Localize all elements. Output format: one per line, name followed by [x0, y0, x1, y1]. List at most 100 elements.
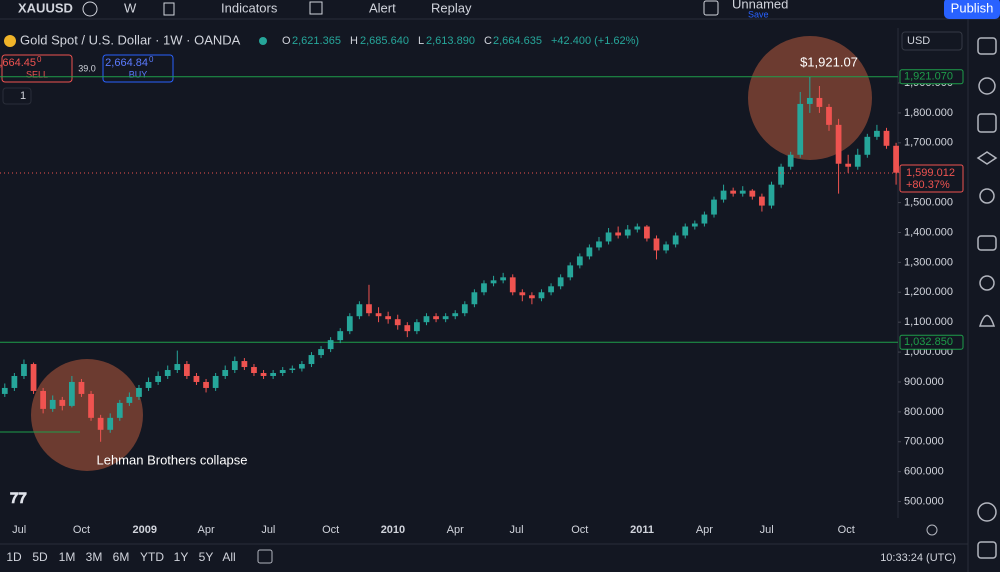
add-symbol[interactable]	[82, 1, 98, 17]
bulb-icon[interactable]	[979, 275, 995, 291]
range-button[interactable]: 6M	[113, 550, 130, 564]
last-price-tag	[899, 164, 964, 193]
clock: 10:33:24 (UTC)	[880, 552, 956, 564]
y-tick-label: 900.000	[904, 376, 944, 388]
clock-icon[interactable]	[978, 77, 996, 95]
last-change-label: +80.37%	[906, 179, 950, 191]
candle-body	[40, 390, 47, 409]
range-button[interactable]: All	[222, 550, 235, 564]
sell-price[interactable]: 2,664.45	[0, 57, 36, 69]
sell-label[interactable]: SELL	[26, 69, 48, 79]
change: +42.400 (+1.62%)	[551, 35, 639, 47]
candle-body	[433, 316, 439, 320]
candle-body	[538, 292, 545, 299]
candle-body	[529, 295, 535, 299]
o-value: 2,621.365	[292, 35, 341, 47]
candle-body	[845, 163, 852, 167]
layouts[interactable]	[309, 1, 323, 15]
chat-icon[interactable]	[977, 235, 997, 251]
buy-label[interactable]: BUY	[129, 69, 148, 79]
l-key: L	[418, 35, 424, 47]
c-value: 2,664.635	[493, 35, 542, 47]
range-button[interactable]: 5D	[32, 550, 48, 564]
currency-select[interactable]	[901, 31, 963, 51]
symbol[interactable]: XAUUSD	[18, 0, 73, 15]
news-icon[interactable]	[977, 113, 997, 133]
candle-body	[299, 364, 305, 369]
range-button[interactable]: 1M	[59, 550, 76, 564]
bell-icon[interactable]	[978, 314, 996, 327]
replay[interactable]: Replay	[431, 0, 472, 15]
indicator-toggle[interactable]	[2, 87, 32, 105]
layout-name[interactable]: Unnamed	[732, 0, 788, 11]
x-tick-label: Oct	[571, 524, 588, 536]
settings-icon[interactable]	[926, 524, 938, 536]
candle-body	[318, 349, 324, 356]
candle-body	[1, 387, 8, 394]
idea-icon[interactable]	[979, 188, 995, 204]
range-button[interactable]: 3M	[86, 550, 103, 564]
range-button[interactable]: 1Y	[174, 550, 189, 564]
indicator-count[interactable]: 1	[20, 90, 26, 102]
watchlist-icon[interactable]	[977, 37, 997, 55]
interval[interactable]: W	[124, 0, 137, 15]
candle-body	[136, 387, 142, 397]
candle-body	[337, 331, 344, 341]
target-icon[interactable]	[977, 502, 997, 522]
candle-body	[816, 97, 823, 107]
candle-body	[596, 241, 602, 248]
chart-plot: 500.000600.000700.000800.000900.0001,000…	[0, 36, 964, 536]
price-tag	[899, 69, 964, 85]
sell-sup[interactable]: 0	[37, 55, 42, 64]
candle-body	[797, 103, 804, 155]
checkbox[interactable]	[703, 0, 719, 16]
candle-body	[385, 316, 392, 320]
candle-body	[653, 238, 660, 251]
layers-icon[interactable]	[976, 151, 998, 165]
x-tick-label: Jul	[261, 524, 275, 536]
range-button[interactable]: 5Y	[199, 550, 214, 564]
y-tick-label: 1,300.000	[904, 256, 953, 268]
x-tick-label: Jul	[12, 524, 26, 536]
candle-body	[548, 286, 554, 293]
candle-body	[442, 316, 449, 320]
range-button[interactable]: YTD	[140, 550, 164, 564]
candle-body	[471, 292, 478, 305]
date-range-icon[interactable]	[257, 549, 273, 564]
panel-icon[interactable]	[977, 541, 997, 559]
candle-body	[490, 280, 497, 284]
x-tick-label: 2010	[381, 524, 405, 536]
candle-body	[624, 229, 631, 236]
h-value: 2,685.640	[360, 35, 409, 47]
sidebar-icons[interactable]	[976, 37, 998, 559]
indicators[interactable]: Indicators	[221, 0, 278, 15]
buy-button[interactable]	[102, 54, 174, 83]
save[interactable]: Save	[748, 9, 769, 19]
bar-style[interactable]	[163, 2, 175, 16]
candle-body	[711, 199, 717, 215]
sell-button[interactable]	[1, 54, 73, 83]
alert[interactable]: Alert	[369, 0, 396, 15]
publish[interactable]: Publish	[951, 0, 994, 15]
candle-body	[605, 232, 612, 242]
market-status	[259, 37, 267, 45]
currency[interactable]: USD	[907, 35, 930, 47]
buy-sup[interactable]: 0	[149, 55, 154, 64]
y-tick-label: 500.000	[904, 495, 944, 507]
buy-price[interactable]: 2,664.84	[105, 57, 148, 69]
candle-body	[500, 277, 507, 281]
candle-body	[806, 97, 813, 104]
candle-body	[452, 313, 459, 317]
candle-body	[759, 196, 765, 206]
candle-body	[394, 319, 401, 326]
candle-body	[576, 256, 583, 266]
candle-body	[212, 375, 219, 388]
candle-body	[11, 375, 18, 388]
range-button[interactable]: 1D	[6, 550, 22, 564]
publish-button[interactable]	[944, 0, 1000, 19]
candle-body	[691, 223, 698, 227]
candle-body	[634, 226, 641, 230]
candle-body	[97, 417, 104, 430]
